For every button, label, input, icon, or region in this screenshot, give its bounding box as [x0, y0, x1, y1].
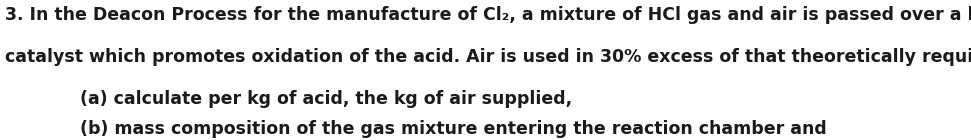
Text: 3. In the Deacon Process for the manufacture of Cl₂, a mixture of HCl gas and ai: 3. In the Deacon Process for the manufac…: [5, 6, 971, 24]
Text: (b) mass composition of the gas mixture entering the reaction chamber and: (b) mass composition of the gas mixture …: [80, 120, 826, 138]
Text: (a) calculate per kg of acid, the kg of air supplied,: (a) calculate per kg of acid, the kg of …: [80, 90, 572, 108]
Text: catalyst which promotes oxidation of the acid. Air is used in 30% excess of that: catalyst which promotes oxidation of the…: [5, 48, 971, 66]
